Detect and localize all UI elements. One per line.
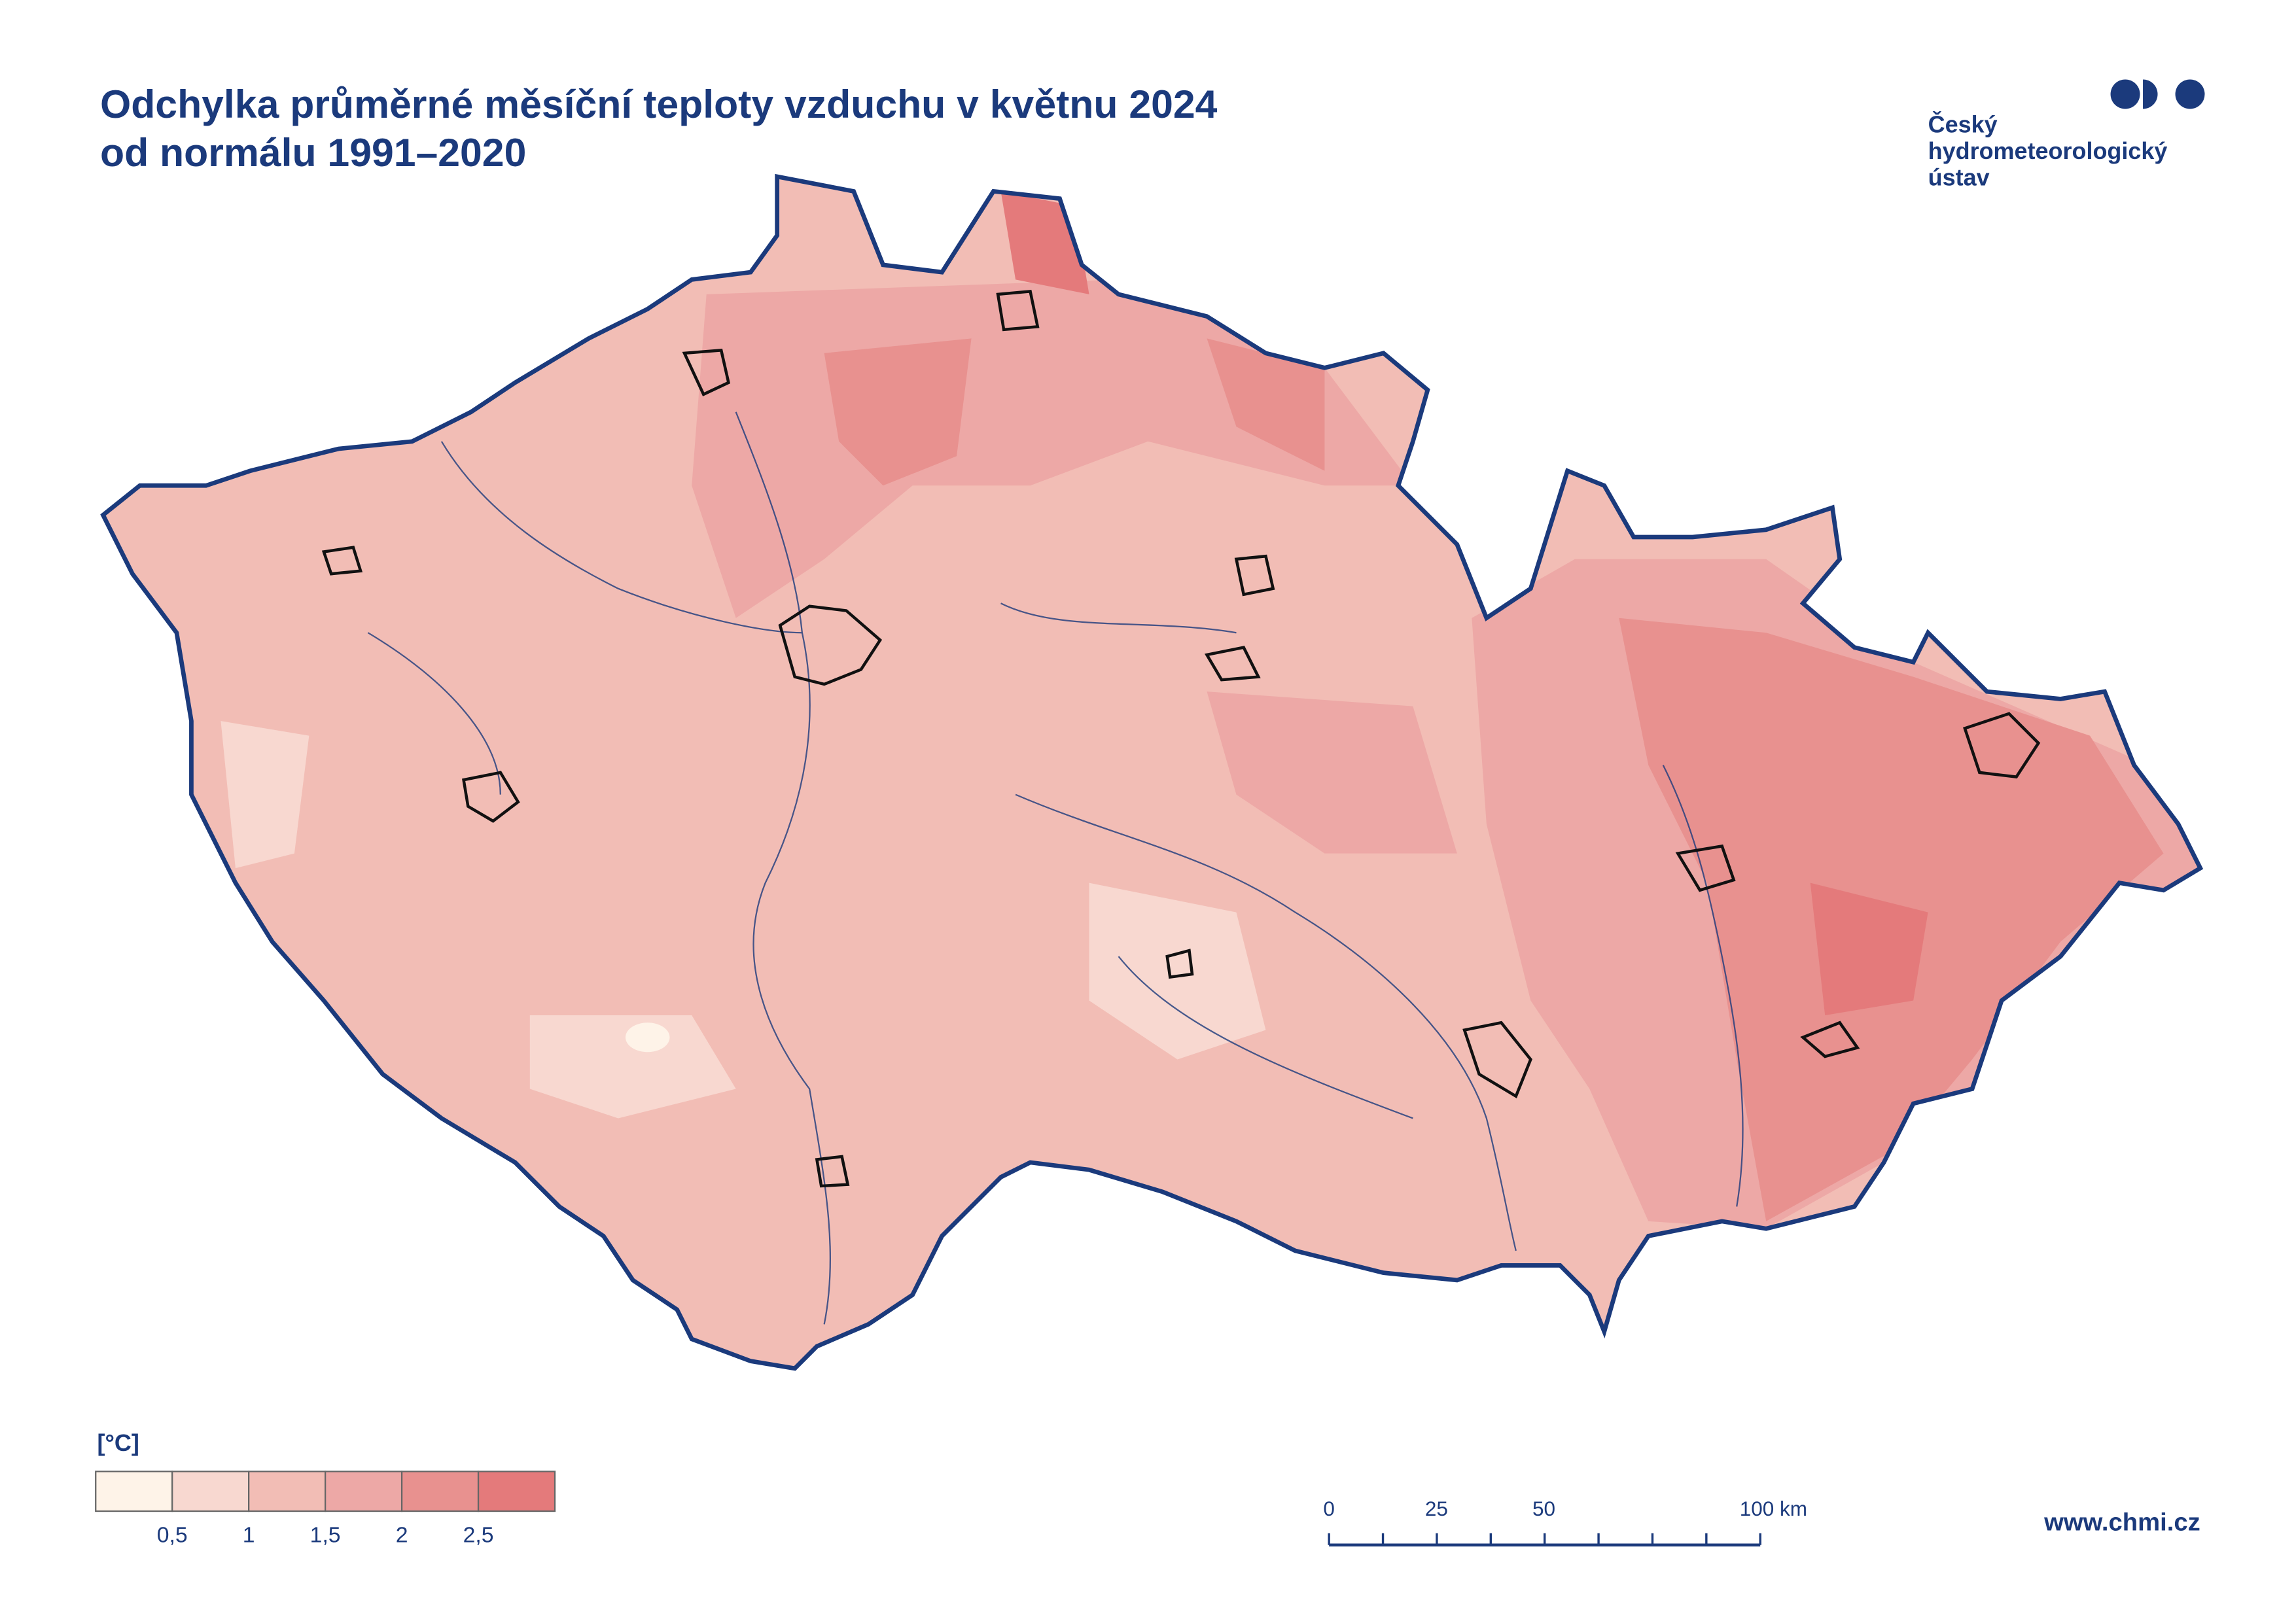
legend-label: 0,5 — [157, 1522, 188, 1547]
legend-swatch — [248, 1471, 327, 1512]
legend: 0,5 1 1,5 2 2,5 — [95, 1471, 556, 1547]
legend-label: 2,5 — [463, 1522, 494, 1547]
scale-label: 100 km — [1740, 1497, 1807, 1520]
legend-label: 1 — [243, 1522, 255, 1547]
title-line: od normálu 1991–2020 — [100, 130, 526, 175]
legend-swatch — [171, 1471, 250, 1512]
title-line: Odchylka průměrné měsíční teploty vzduch… — [100, 82, 1218, 126]
legend-label: 1,5 — [310, 1522, 341, 1547]
scale-label: 25 — [1425, 1497, 1448, 1520]
legend-unit: [°C] — [97, 1429, 139, 1456]
legend-swatch — [95, 1471, 173, 1512]
legend-swatch — [400, 1471, 480, 1512]
logo-text: ústav — [1928, 164, 1990, 190]
logo-text: hydrometeorologický — [1928, 137, 2168, 164]
scale-label: 50 — [1532, 1497, 1555, 1520]
website: www.chmi.cz — [2043, 1508, 2200, 1536]
legend-swatch — [477, 1471, 556, 1512]
logo: Český hydrometeorologický ústav — [1928, 79, 2205, 190]
legend-swatch — [325, 1471, 403, 1512]
legend-label: 2 — [396, 1522, 408, 1547]
temperature-field — [103, 176, 2200, 1369]
scale-bar: 0 25 50 100 km — [1323, 1497, 1807, 1547]
cities — [321, 289, 2041, 1188]
scale-label: 0 — [1323, 1497, 1335, 1520]
logo-text: Český — [1928, 111, 1998, 137]
